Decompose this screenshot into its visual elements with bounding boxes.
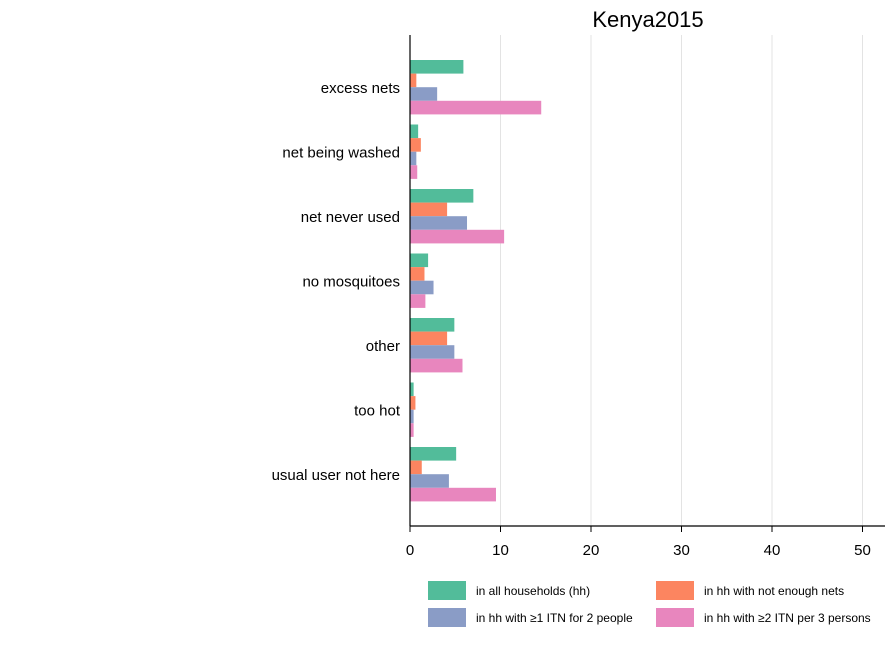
bar-usual-user-not-here-in-hh-with-1-itn-for-2-people [410,474,449,488]
category-label-net-never-used: net never used [301,209,400,226]
bar-other-in-hh-with-2-itn-per-3-persons [410,358,463,373]
bar-too-hot-in-all-households-hh [410,382,414,397]
bars [410,60,542,502]
bar-net-never-used-in-hh-with-2-itn-per-3-persons [410,229,505,244]
bar-too-hot-in-hh-with-2-itn-per-3-persons [410,423,414,437]
legend-label-in-hh-with-1-itn-for-2-people: in hh with ≥1 ITN for 2 people [476,611,633,625]
bar-net-being-washed-in-hh-with-2-itn-per-3-persons [410,165,418,179]
bar-excess-nets-in-hh-with-not-enough-nets [410,73,417,88]
bar-no-mosquitoes-in-hh-with-2-itn-per-3-persons [410,294,426,308]
bar-usual-user-not-here-in-hh-with-2-itn-per-3-persons [410,487,496,502]
bar-no-mosquitoes-in-hh-with-not-enough-nets [410,267,425,281]
x-tick-label-0: 0 [406,542,414,559]
bar-usual-user-not-here-in-hh-with-not-enough-nets [410,460,422,475]
category-label-excess-nets: excess nets [321,80,400,97]
bar-other-in-all-households-hh [410,318,455,332]
category-label-too-hot: too hot [354,403,401,420]
bar-too-hot-in-hh-with-1-itn-for-2-people [410,409,414,424]
chart-title: Kenya2015 [592,7,703,32]
legend-swatch-in-hh-with-not-enough-nets [656,581,694,600]
bar-net-never-used-in-hh-with-1-itn-for-2-people [410,216,468,230]
legend: in all households (hh) in hh with not eno… [428,581,871,627]
axes [409,35,885,532]
bar-excess-nets-in-hh-with-1-itn-for-2-people [410,87,438,101]
legend-label-in-hh-with-not-enough-nets: in hh with not enough nets [704,584,844,598]
x-tick-label-50: 50 [854,542,871,559]
x-tick-labels: 0 10 20 30 40 50 [406,542,871,559]
legend-swatch-in-hh-with-1-itn-for-2-people [428,608,466,627]
category-labels: excess nets net being washed net never use… [272,80,401,484]
bar-net-being-washed-in-hh-with-not-enough-nets [410,138,421,152]
category-label-other: other [366,338,400,355]
legend-label-in-hh-with-2-itn-per-3-persons: in hh with ≥2 ITN per 3 persons [704,611,871,625]
category-label-no-mosquitoes: no mosquitoes [302,274,400,291]
bar-excess-nets-in-hh-with-2-itn-per-3-persons [410,100,542,115]
bar-no-mosquitoes-in-hh-with-1-itn-for-2-people [410,280,434,295]
bar-excess-nets-in-all-households-hh [410,60,464,74]
bar-net-never-used-in-all-households-hh [410,189,474,203]
bar-net-never-used-in-hh-with-not-enough-nets [410,202,448,217]
bar-net-being-washed-in-hh-with-1-itn-for-2-people [410,151,417,166]
x-tick-label-10: 10 [492,542,509,559]
category-label-usual-user-not-here: usual user not here [272,467,400,484]
x-tick-label-30: 30 [673,542,690,559]
bar-other-in-hh-with-1-itn-for-2-people [410,345,455,359]
legend-swatch-in-all-households-hh [428,581,466,600]
category-label-net-being-washed: net being washed [282,145,400,162]
bar-usual-user-not-here-in-all-households-hh [410,447,457,461]
bar-net-being-washed-in-all-households-hh [410,124,419,139]
bar-too-hot-in-hh-with-not-enough-nets [410,396,416,410]
gridlines [500,35,863,526]
legend-label-in-all-households-hh: in all households (hh) [476,584,590,598]
x-tick-label-40: 40 [764,542,781,559]
x-tick-label-20: 20 [583,542,600,559]
legend-swatch-in-hh-with-2-itn-per-3-persons [656,608,694,627]
bar-no-mosquitoes-in-all-households-hh [410,253,429,268]
bar-other-in-hh-with-not-enough-nets [410,331,448,346]
